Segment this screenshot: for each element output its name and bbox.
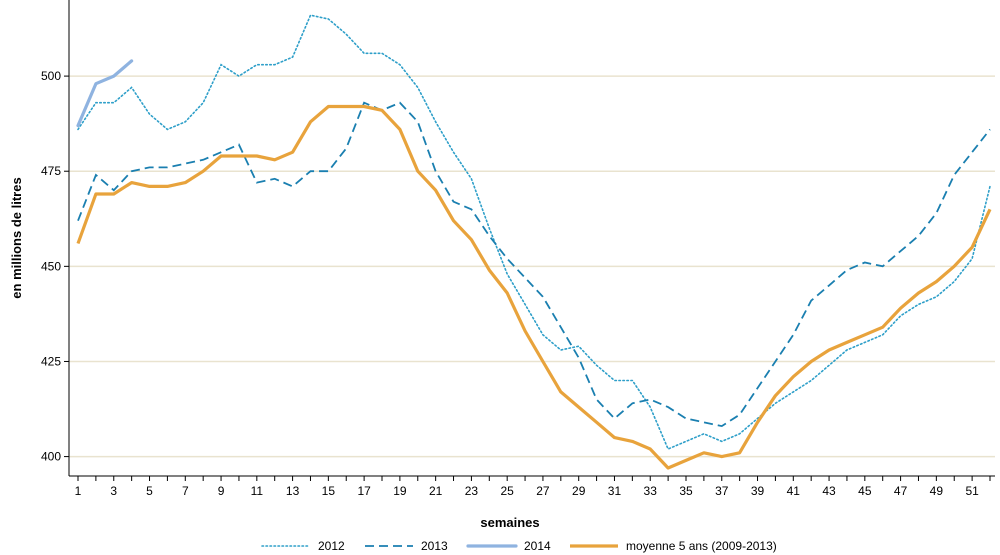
legend-label: 2013 [421, 539, 448, 553]
x-ticks: 1 3 5 7 9 11 13 15 17 19 21 23 25 27 29 31 33 35 37 39 41 43 4… [75, 476, 991, 498]
legend-label: 2014 [524, 539, 551, 553]
legend-label: 2012 [318, 539, 345, 553]
x-tick-label: 19 [393, 484, 407, 498]
x-tick-label: 21 [429, 484, 443, 498]
y-tick-label: 425 [41, 354, 61, 368]
x-tick-label: 17 [357, 484, 371, 498]
y-axis-title: en millions de litres [9, 177, 24, 298]
y-tick-label: 400 [41, 450, 61, 464]
series-line-2012 [77, 14, 991, 451]
x-tick-label: 43 [822, 484, 836, 498]
x-tick-label: 25 [500, 484, 514, 498]
x-tick-label: 31 [608, 484, 622, 498]
series-lines [76, 14, 992, 470]
y-ticks: 400 425 450 475 500 [41, 69, 69, 464]
x-tick-label: 35 [679, 484, 693, 498]
x-tick-label: 45 [858, 484, 872, 498]
x-tick-label: 1 [75, 484, 82, 498]
x-tick-label: 9 [218, 484, 225, 498]
x-tick-label: 39 [751, 484, 765, 498]
x-tick-label: 47 [894, 484, 908, 498]
legend: 2012 2013 2014 moyenne 5 ans (2009-2013) [261, 539, 777, 553]
y-tick-label: 475 [41, 164, 61, 178]
x-tick-label: 29 [572, 484, 586, 498]
x-tick-label: 51 [965, 484, 979, 498]
x-tick-label: 27 [536, 484, 550, 498]
series-line-2013 [77, 101, 991, 428]
x-tick-label: 23 [465, 484, 479, 498]
series-line-moyenne-5-ans-2009-2013- [76, 104, 992, 470]
x-tick-label: 3 [110, 484, 117, 498]
x-tick-label: 13 [286, 484, 300, 498]
gridlines [69, 75, 995, 458]
x-tick-label: 7 [182, 484, 189, 498]
x-tick-label: 33 [644, 484, 658, 498]
series-line-2014 [76, 59, 134, 128]
legend-label: moyenne 5 ans (2009-2013) [626, 539, 777, 553]
x-axis-title: semaines [480, 515, 539, 530]
x-tick-label: 37 [715, 484, 729, 498]
x-tick-label: 15 [322, 484, 336, 498]
x-tick-label: 49 [930, 484, 944, 498]
x-tick-label: 5 [146, 484, 153, 498]
x-tick-label: 41 [787, 484, 801, 498]
y-tick-label: 450 [41, 259, 61, 273]
x-tick-label: 11 [251, 484, 264, 498]
y-tick-label: 500 [41, 69, 61, 83]
